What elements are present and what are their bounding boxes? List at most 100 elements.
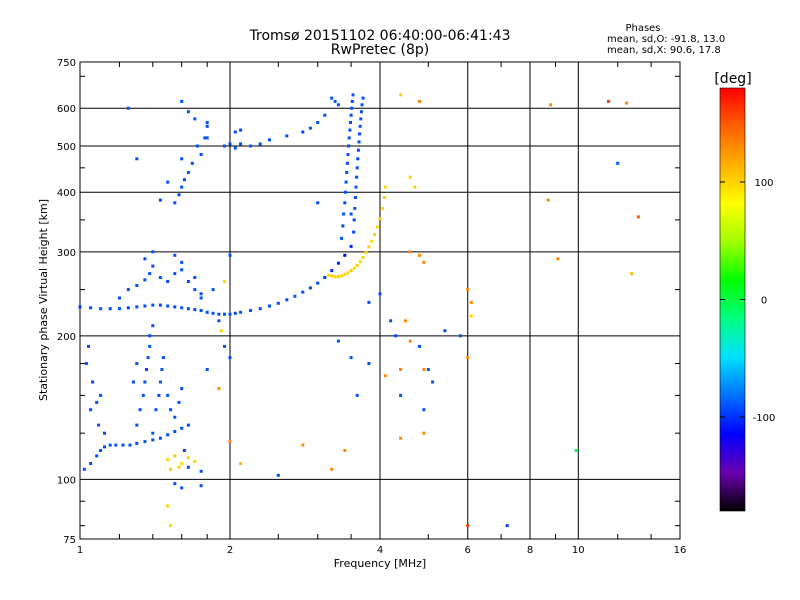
data-point [326,273,330,277]
data-point [148,344,152,348]
data-point [157,393,161,397]
data-point [228,440,232,444]
phases-x-stat: mean, sd,X: 90.6, 17.8 [607,45,721,56]
data-point [138,408,142,412]
data-point [426,368,430,371]
data-point [228,142,232,146]
data-point [118,296,121,300]
data-point [148,272,152,276]
colorbar-tick-label: 100 [754,178,773,189]
data-point [186,465,190,469]
data-point [205,368,209,371]
data-point [239,462,243,465]
data-point [180,268,184,272]
data-point [135,441,139,445]
data-point [389,319,393,323]
data-point [574,449,578,452]
data-point [343,272,347,276]
data-point [349,121,352,124]
data-point [169,524,173,528]
data-point [151,264,155,268]
data-point [268,304,271,308]
data-point [126,288,130,292]
data-point [351,93,355,97]
data-point [353,206,357,210]
data-point [360,103,364,107]
data-point [422,368,426,371]
data-point [367,245,371,249]
data-point [166,280,170,283]
data-point [166,504,170,508]
y-tick-label: 100 [57,475,76,486]
data-point [177,465,181,469]
x-tick-label: 1 [77,545,83,556]
data-point [418,99,421,103]
data-point [361,96,365,100]
data-point [336,339,340,343]
data-point [349,113,353,117]
data-point [422,260,426,264]
data-point [158,303,162,307]
data-point [399,368,403,371]
x-tick-labels: 1 2 4 6 8 10 16 [77,545,687,556]
data-point [177,193,181,197]
data-point [336,261,340,265]
data-point [233,311,237,315]
data-point [422,431,426,435]
data-point [151,303,155,307]
data-point [239,142,243,146]
data-point [173,253,177,257]
data-point [316,121,320,124]
data-point [347,136,351,140]
data-point [173,430,177,433]
data-point [276,301,280,305]
data-point [180,387,184,391]
data-point [108,307,112,311]
data-point [354,185,358,189]
data-point [166,458,170,462]
data-point [249,144,253,148]
data-point [180,157,184,161]
data-points [78,93,640,528]
data-point [556,257,560,261]
data-point [349,269,353,273]
data-point [205,121,209,124]
data-point [408,250,412,254]
data-point [349,212,353,216]
data-point [217,312,221,316]
data-point [182,178,186,182]
data-point [173,454,177,458]
data-point [158,198,162,202]
data-point [223,344,226,348]
colorbar-label: [deg] [714,71,751,87]
data-point [103,431,106,435]
data-point [173,305,177,309]
data-point [378,292,382,296]
data-point [352,230,356,234]
data-point [180,462,184,465]
data-point [344,180,348,184]
y-tick-label: 75 [63,535,76,546]
data-point [346,271,350,275]
data-point [193,288,197,292]
data-point [186,307,190,311]
data-point [466,288,470,292]
data-point [233,130,237,134]
y-tick-label: 200 [57,332,76,343]
data-point [228,356,232,360]
data-point [399,93,403,97]
data-point [143,380,147,384]
data-point [158,276,162,279]
data-point [143,257,147,261]
data-point [89,306,93,310]
data-point [301,130,305,134]
data-point [330,269,334,273]
data-point [276,473,280,477]
data-point [443,329,447,333]
data-point [343,449,347,452]
data-point [352,266,356,270]
data-point [205,310,209,314]
data-point [345,161,349,165]
data-point [323,276,327,279]
data-point [343,201,347,205]
